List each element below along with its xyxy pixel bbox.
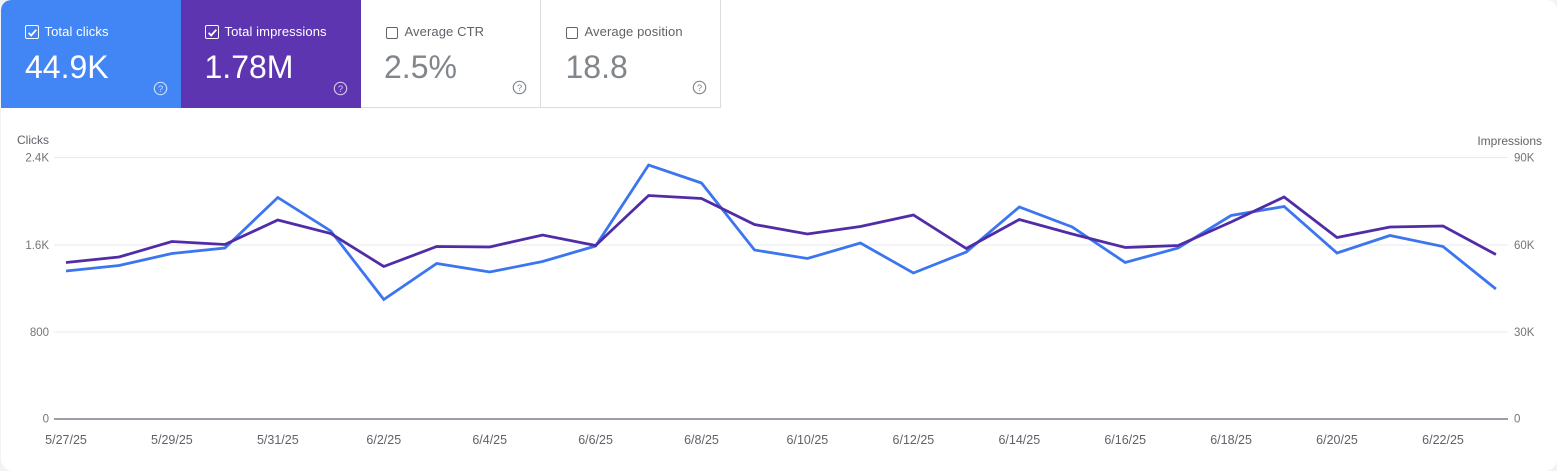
- svg-text:6/10/25: 6/10/25: [787, 433, 829, 447]
- svg-text:?: ?: [158, 84, 163, 95]
- svg-text:5/27/25: 5/27/25: [45, 433, 87, 447]
- svg-text:6/22/25: 6/22/25: [1422, 433, 1464, 447]
- svg-text:6/2/25: 6/2/25: [366, 433, 401, 447]
- svg-text:0: 0: [43, 414, 49, 426]
- svg-text:2.4K: 2.4K: [25, 153, 49, 165]
- svg-text:6/18/25: 6/18/25: [1210, 433, 1252, 447]
- svg-text:800: 800: [30, 327, 49, 339]
- svg-text:1.6K: 1.6K: [25, 240, 49, 252]
- svg-text:60K: 60K: [1514, 240, 1535, 252]
- svg-text:?: ?: [517, 83, 522, 94]
- svg-text:6/8/25: 6/8/25: [684, 433, 719, 447]
- svg-text:5/31/25: 5/31/25: [257, 433, 299, 447]
- svg-text:6/20/25: 6/20/25: [1316, 433, 1358, 447]
- svg-text:90K: 90K: [1514, 153, 1535, 165]
- svg-text:6/16/25: 6/16/25: [1104, 433, 1146, 447]
- svg-text:?: ?: [338, 84, 343, 95]
- svg-text:6/12/25: 6/12/25: [893, 433, 935, 447]
- svg-text:6/14/25: 6/14/25: [998, 433, 1040, 447]
- svg-text:0: 0: [1514, 414, 1520, 426]
- svg-text:5/29/25: 5/29/25: [151, 433, 193, 447]
- svg-text:6/4/25: 6/4/25: [472, 433, 507, 447]
- svg-text:30K: 30K: [1514, 327, 1535, 339]
- svg-text:Clicks: Clicks: [17, 133, 49, 147]
- svg-text:Impressions: Impressions: [1477, 134, 1542, 148]
- svg-text:?: ?: [697, 83, 702, 94]
- svg-text:6/6/25: 6/6/25: [578, 433, 613, 447]
